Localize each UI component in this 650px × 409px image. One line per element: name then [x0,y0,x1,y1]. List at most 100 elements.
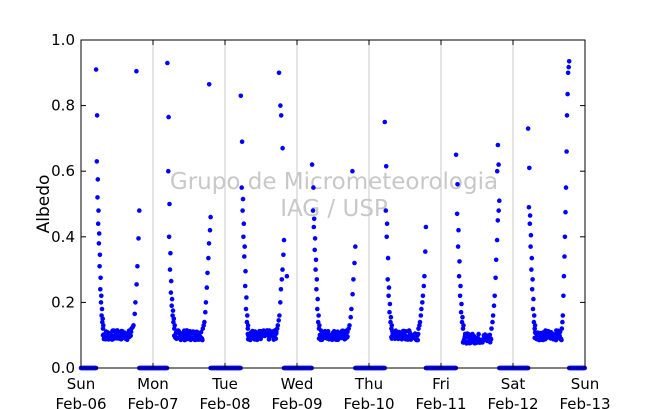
data-point [93,67,99,72]
data-point [418,313,424,318]
data-point [172,323,177,328]
data-point [531,296,536,302]
data-point [170,308,176,313]
y-tick-label: 0.8 [51,97,75,115]
data-point [166,114,171,120]
data-point [458,283,463,289]
data-point [239,139,245,144]
data-point [167,267,173,272]
data-point [309,162,315,167]
data-point [566,64,571,70]
x-tick-day: Sat [501,375,526,393]
data-point [352,260,357,266]
data-point [528,244,533,249]
data-point [561,293,566,299]
data-point [350,291,355,297]
x-tick-date: Feb-09 [271,395,322,409]
data-point [97,264,102,269]
data-point [95,221,101,226]
data-point [315,296,321,302]
data-point [310,208,316,213]
data-point [494,168,500,174]
data-point [137,208,142,213]
data-point [564,113,570,118]
data-point [281,237,287,243]
data-point [274,326,280,331]
data-point [495,142,501,148]
data-point [130,324,135,330]
data-point [345,334,350,339]
data-point [94,159,100,164]
data-point [461,323,466,328]
data-point [168,250,173,256]
data-point [423,249,428,254]
watermark-line-1: Grupo de Micrometeorologia [170,169,498,195]
data-point [241,234,246,240]
data-point [453,152,459,158]
data-point [562,254,567,259]
x-tick-date: Feb-10 [343,395,394,409]
data-point [278,113,284,118]
data-point [240,196,246,202]
data-point [532,323,538,328]
data-point [422,273,427,279]
data-point [96,231,102,236]
data-point [239,185,244,190]
data-point [95,195,100,200]
data-point [423,224,429,230]
data-point [530,277,535,282]
data-point [454,211,460,217]
data-point [455,182,460,187]
data-point [174,335,180,340]
data-point [385,277,391,282]
data-point [315,306,320,312]
data-point [560,319,565,325]
vertical-grid [152,40,514,368]
data-point [564,149,569,154]
data-point [311,216,317,222]
y-tick-label: 0.6 [51,162,75,180]
data-point [279,277,285,282]
y-tick-label: 1.0 [51,31,75,49]
data-point [96,208,101,213]
x-tick-date: Feb-08 [199,395,250,409]
data-point [386,293,391,299]
data-point [560,313,566,318]
data-point [565,70,571,76]
data-point [385,255,391,261]
data-point [490,313,496,318]
y-axis-label: Albedo [34,175,54,234]
data-point [242,244,247,249]
y-axis: 0.0 0.2 0.4 0.6 0.8 1.0 [51,31,585,377]
data-point [277,313,282,318]
data-point [276,318,282,323]
data-point [133,300,138,305]
x-tick-date: Feb-13 [559,395,610,409]
data-point [529,267,534,272]
data-point [276,70,282,76]
data-point [563,185,569,190]
data-point [317,323,322,328]
data-point [241,221,247,226]
data-point [346,326,352,331]
data-point [490,319,495,325]
data-point [313,267,318,272]
data-point [351,277,356,282]
data-point [527,221,533,226]
data-point [242,254,247,259]
data-point [258,336,264,342]
data-point [245,323,251,328]
data-point [194,329,200,335]
data-point [493,257,499,263]
watermark-line-2: IAG / USP [280,196,388,222]
data-point [415,331,421,337]
data-point [495,218,501,223]
data-point [494,237,500,243]
y-tick-label: 0.2 [51,293,75,311]
data-point [98,287,103,292]
data-point [460,314,465,320]
data-point [491,303,497,309]
data-point [99,306,105,312]
data-point [313,257,319,263]
